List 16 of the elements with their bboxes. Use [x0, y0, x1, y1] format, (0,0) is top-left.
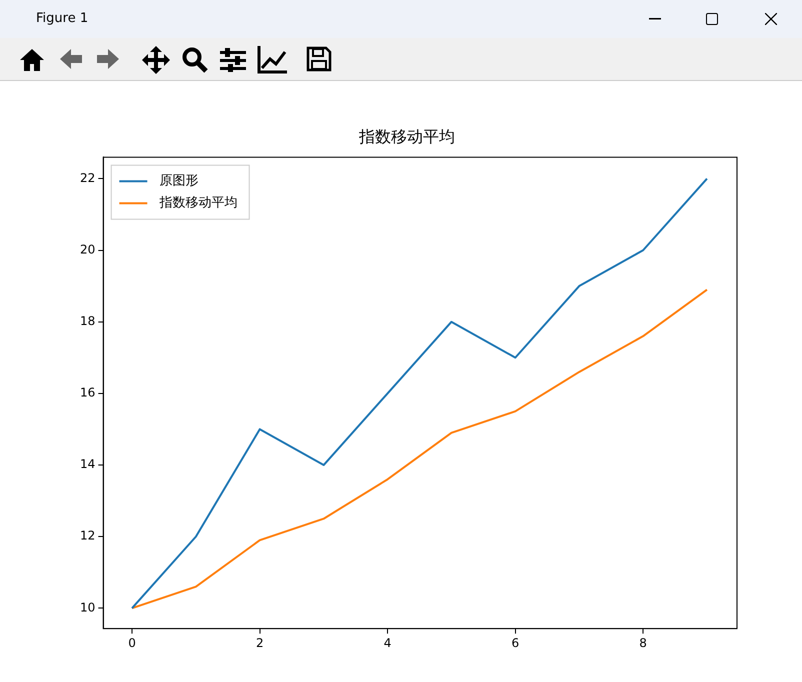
y-tick-label: 12	[80, 528, 96, 543]
x-tick-label: 0	[128, 636, 136, 650]
y-tick-label: 20	[80, 242, 96, 256]
chart-title: 指数移动平均	[358, 126, 455, 146]
x-tick-label: 4	[384, 636, 392, 650]
caption: Figure 1	[36, 11, 88, 26]
x-tick-label: 6	[512, 636, 520, 650]
x-tick-label: 8	[639, 636, 647, 650]
y-tick-label: 18	[80, 314, 96, 328]
y-tick-label: 10	[80, 600, 96, 614]
y-tick-label: 14	[80, 457, 96, 472]
legend-label: 指数移动平均	[158, 196, 238, 211]
x-tick-label: 2	[256, 636, 264, 650]
y-tick-label: 22	[80, 170, 96, 185]
legend-label: 原图形	[159, 174, 198, 189]
y-tick-label: 16	[80, 386, 96, 400]
